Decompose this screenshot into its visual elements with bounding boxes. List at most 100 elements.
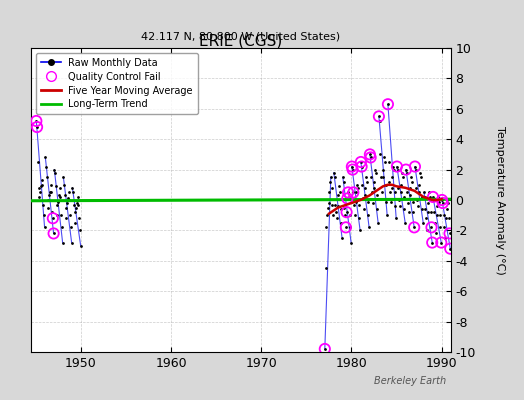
- Point: [364, 212, 373, 218]
- Point: [374, 220, 383, 226]
- Point: [342, 224, 350, 230]
- Point: [49, 230, 58, 237]
- Point: [68, 239, 76, 246]
- Point: [328, 185, 336, 191]
- Point: [412, 185, 421, 191]
- Point: [348, 166, 357, 173]
- Point: [439, 212, 447, 218]
- Point: [427, 209, 435, 215]
- Point: [39, 201, 47, 208]
- Point: [422, 215, 430, 222]
- Point: [69, 189, 78, 196]
- Point: [33, 124, 41, 130]
- Point: [353, 182, 362, 188]
- Point: [408, 178, 416, 185]
- Title: ERIE (CGS): ERIE (CGS): [200, 33, 282, 48]
- Point: [64, 189, 73, 196]
- Point: [403, 189, 412, 196]
- Point: [77, 242, 85, 249]
- Point: [331, 201, 340, 208]
- Point: [421, 194, 429, 200]
- Point: [52, 201, 61, 208]
- Point: [36, 189, 44, 196]
- Point: [402, 170, 411, 176]
- Point: [426, 194, 434, 200]
- Point: [430, 197, 438, 203]
- Point: [378, 189, 386, 196]
- Point: [372, 170, 380, 176]
- Point: [382, 198, 390, 205]
- Point: [336, 206, 345, 212]
- Point: [50, 166, 59, 173]
- Point: [406, 185, 414, 191]
- Point: [396, 203, 404, 209]
- Point: [414, 189, 423, 196]
- Point: [47, 189, 56, 196]
- Point: [371, 166, 379, 173]
- Point: [410, 224, 418, 230]
- Point: [370, 178, 378, 185]
- Point: [420, 189, 428, 196]
- Point: [48, 209, 56, 215]
- Point: [352, 198, 360, 205]
- Point: [324, 200, 333, 206]
- Point: [377, 174, 385, 180]
- Point: [394, 166, 402, 173]
- Point: [321, 346, 329, 352]
- Point: [435, 212, 444, 218]
- Point: [404, 200, 412, 206]
- Point: [56, 194, 64, 200]
- Point: [373, 206, 381, 212]
- Point: [35, 185, 43, 191]
- Point: [375, 113, 383, 120]
- Point: [442, 206, 451, 212]
- Point: [352, 189, 361, 196]
- Point: [442, 215, 450, 222]
- Point: [385, 159, 393, 165]
- Point: [341, 212, 350, 218]
- Point: [365, 224, 373, 230]
- Point: [381, 159, 389, 165]
- Point: [428, 239, 436, 246]
- Point: [437, 239, 445, 246]
- Point: [433, 203, 442, 209]
- Point: [437, 239, 445, 246]
- Point: [51, 170, 59, 176]
- Point: [47, 182, 55, 188]
- Point: [434, 194, 442, 200]
- Point: [390, 189, 399, 196]
- Point: [410, 224, 418, 230]
- Point: [323, 212, 331, 218]
- Point: [359, 206, 368, 212]
- Point: [49, 230, 58, 237]
- Point: [411, 166, 420, 173]
- Point: [54, 192, 63, 199]
- Point: [333, 215, 341, 222]
- Point: [339, 174, 347, 180]
- Point: [321, 265, 330, 272]
- Point: [343, 195, 352, 202]
- Point: [383, 212, 391, 218]
- Point: [75, 227, 84, 234]
- Point: [369, 200, 377, 206]
- Point: [441, 235, 449, 241]
- Point: [343, 195, 352, 202]
- Point: [399, 174, 407, 180]
- Point: [40, 212, 48, 218]
- Point: [71, 220, 80, 226]
- Point: [54, 198, 62, 205]
- Point: [439, 200, 447, 206]
- Point: [326, 174, 335, 180]
- Point: [49, 215, 57, 222]
- Point: [373, 192, 381, 199]
- Point: [66, 212, 74, 218]
- Point: [32, 118, 40, 124]
- Point: [391, 203, 400, 209]
- Point: [359, 195, 367, 202]
- Point: [61, 204, 70, 211]
- Point: [366, 154, 375, 161]
- Point: [70, 201, 78, 208]
- Point: [430, 209, 439, 215]
- Y-axis label: Temperature Anomaly (°C): Temperature Anomaly (°C): [495, 126, 505, 274]
- Point: [330, 174, 339, 180]
